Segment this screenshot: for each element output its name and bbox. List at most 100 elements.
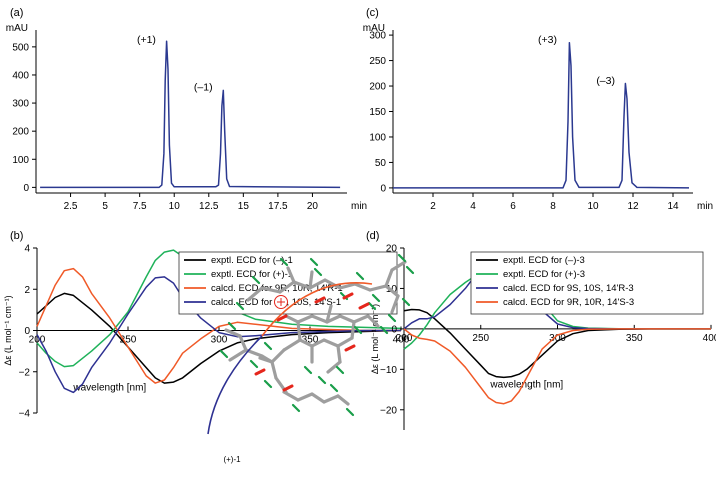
x-tick-label: 350	[302, 335, 319, 346]
x-tick-label: 12.5	[199, 201, 219, 212]
molecule-bond	[270, 360, 278, 380]
legend-label: exptl. ECD for (–)-3	[503, 255, 585, 266]
x-tick-label: 250	[472, 333, 489, 344]
molecule-hydrogen	[263, 341, 273, 351]
x-tick-label: 300	[549, 333, 566, 344]
molecule-bond	[384, 268, 394, 288]
legend-label: exptl. ECD for (+)-3	[503, 269, 585, 280]
molecule-bond	[326, 360, 342, 374]
molecule-bond	[308, 270, 314, 290]
legend-label: exptl. ECD for (+)-1	[211, 269, 293, 280]
molecule-bond	[282, 338, 302, 352]
legend-label: calcd. ECD for 9R, 10R, 14'R-1	[211, 283, 343, 294]
molecule-bond	[336, 336, 354, 348]
panel-label: (a)	[10, 7, 23, 19]
molecule-hydrogen	[291, 403, 301, 413]
x-axis-label: min	[697, 201, 713, 212]
y-tick-label: −4	[19, 409, 31, 420]
molecule-hydrogen	[227, 321, 237, 331]
molecule-bond	[322, 338, 340, 348]
chart-panel-a: (a) 0 100 200 300 400 500 2.5 5 7.5 10 12.5 15 17.5 20…	[6, 7, 367, 212]
molecule-oxygen	[314, 296, 326, 304]
x-tick-label: 6	[510, 201, 516, 212]
legend-label: calcd. ECD for 9R, 10R, 14'S-3	[503, 297, 634, 308]
x-tick-label: 300	[211, 335, 228, 346]
molecule-hydrogen	[371, 293, 381, 303]
molecule-hydrogen	[279, 257, 289, 267]
y-tick-label: 200	[369, 82, 386, 93]
y-axis-label: mAU	[363, 23, 385, 34]
molecule-bond	[278, 280, 296, 294]
molecule-bond	[308, 278, 327, 290]
y-tick-label: 500	[12, 42, 29, 53]
panel-label: (d)	[366, 230, 379, 242]
series-line-1	[403, 308, 711, 379]
molecule-bond	[270, 348, 286, 364]
series-line-3	[36, 267, 401, 384]
x-tick-label: 200	[396, 333, 413, 344]
molecule-oxygen	[358, 302, 370, 310]
molecule-bond	[323, 278, 342, 290]
molecule-hydrogen	[353, 325, 363, 335]
y-tick-label: 100	[12, 155, 29, 166]
molecule-structure-inset: (+)-1	[207, 253, 415, 464]
molecule-bond	[353, 282, 372, 292]
peak-label: (–3)	[596, 75, 615, 87]
molecule-bond	[368, 284, 388, 292]
x-tick-label: 14	[667, 201, 679, 212]
peak-label: (–1)	[194, 82, 213, 94]
molecule-label: (+)-1	[223, 455, 241, 464]
molecule-hydrogen	[355, 271, 365, 281]
molecule-oxygen	[276, 314, 288, 322]
molecule-bond	[224, 328, 242, 338]
transition-arrow-blue	[207, 335, 263, 435]
molecule-bond	[350, 320, 356, 340]
molecule-bond	[338, 314, 356, 324]
y-tick-label: −10	[380, 365, 397, 376]
x-tick-label: 350	[626, 333, 643, 344]
molecule-hydrogen	[251, 275, 261, 285]
series-line-1	[40, 40, 341, 189]
molecule-bond	[325, 304, 333, 324]
series-line-4	[36, 276, 401, 394]
x-tick-label: 12	[627, 201, 639, 212]
molecule-bond	[238, 334, 248, 352]
molecule-bond	[260, 354, 274, 364]
molecule-bond	[322, 394, 340, 404]
series-line-1	[36, 292, 402, 384]
y-tick-label: 0	[24, 326, 30, 337]
molecule-hydrogen	[397, 253, 407, 263]
molecule-hydrogen	[317, 375, 327, 385]
x-axis-label: min	[351, 201, 367, 212]
x-tick-label: 2	[430, 201, 436, 212]
molecule-oxygen	[342, 292, 354, 300]
x-axis-label: wavelength [nm]	[489, 380, 563, 391]
molecule-bond	[296, 392, 314, 402]
molecule-hydrogen	[405, 265, 415, 275]
y-tick-label: 20	[386, 244, 398, 255]
series-line-1	[393, 41, 690, 189]
molecule-bond	[284, 314, 300, 324]
series-line-4	[403, 328, 711, 405]
y-tick-label: 50	[375, 158, 387, 169]
molecule-hydrogen	[313, 267, 323, 277]
x-tick-label: 17.5	[268, 201, 288, 212]
x-tick-label: 15	[238, 201, 250, 212]
molecule-bond	[310, 314, 329, 324]
molecule-oxygen	[282, 384, 294, 392]
molecule-bond	[336, 394, 350, 406]
x-tick-label: 10	[169, 201, 181, 212]
molecule-bond	[384, 284, 400, 298]
legend-label: calcd. ECD for 9S, 10S, 14'R-3	[503, 283, 634, 294]
molecule-oxygen	[254, 368, 266, 376]
panel-label: (c)	[366, 7, 379, 19]
y-tick-label: 400	[12, 70, 29, 81]
y-axis-label: mAU	[6, 23, 28, 34]
molecule-bond	[286, 266, 296, 284]
molecule-bond	[366, 314, 380, 328]
molecule-hydrogen	[345, 407, 355, 417]
legend-label: exptl. ECD for (–)-1	[211, 255, 293, 266]
molecule-hydrogen	[329, 383, 339, 393]
molecule-bond	[310, 338, 326, 348]
